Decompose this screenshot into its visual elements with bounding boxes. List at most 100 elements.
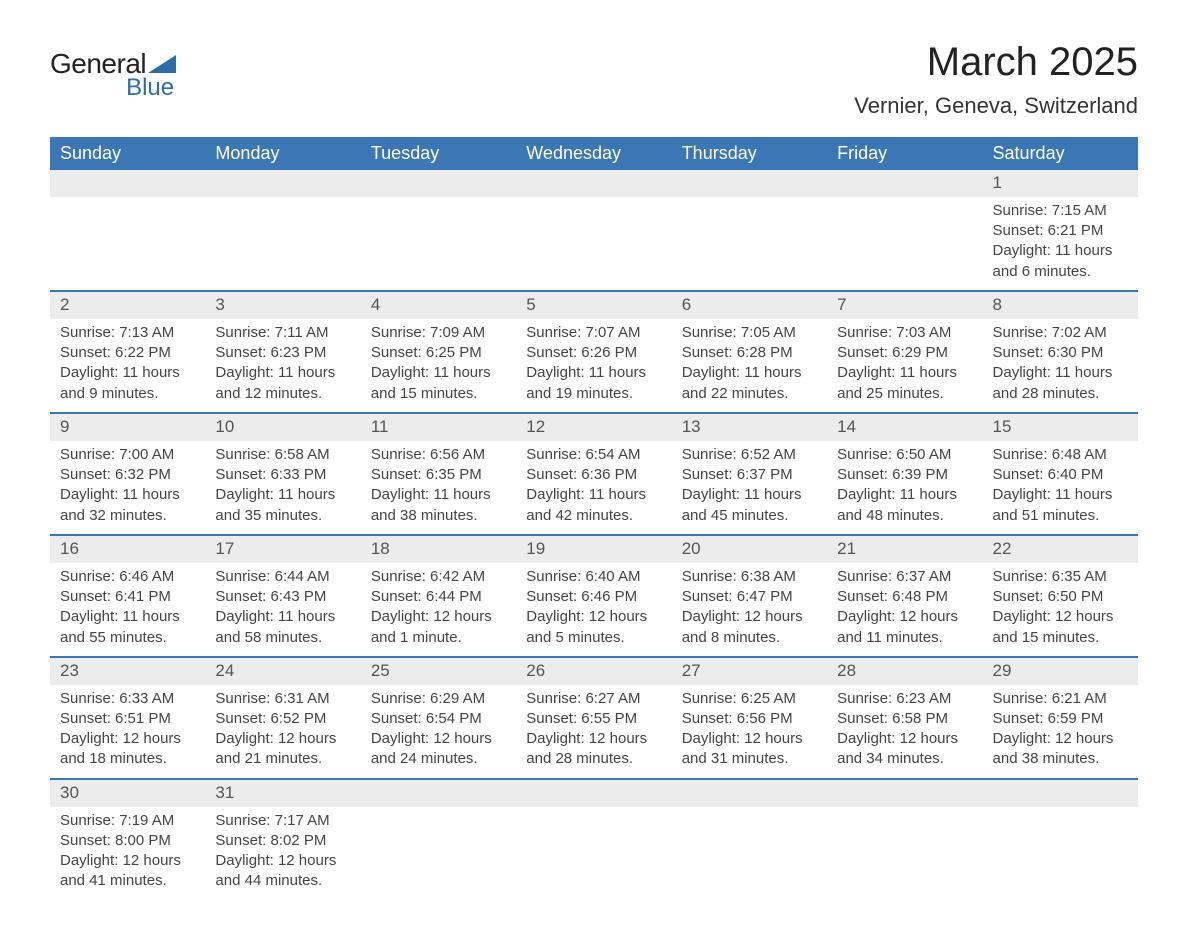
daylight-text: Daylight: 11 hours and 22 minutes. [682,363,817,404]
day-number [983,779,1138,807]
daylight-text: Daylight: 12 hours and 38 minutes. [993,729,1128,770]
day-number-row: 2345678 [50,291,1138,319]
sunset-text: Sunset: 6:58 PM [837,709,972,729]
sunrise-text: Sunrise: 6:38 AM [682,567,817,587]
day-number: 3 [205,291,360,319]
day-number-row: 16171819202122 [50,535,1138,563]
day-detail [827,807,982,900]
daylight-text: Daylight: 11 hours and 42 minutes. [526,485,661,526]
day-number: 29 [983,657,1138,685]
page-title: March 2025 [854,40,1138,85]
day-detail: Sunrise: 6:21 AMSunset: 6:59 PMDaylight:… [983,685,1138,779]
day-detail: Sunrise: 6:56 AMSunset: 6:35 PMDaylight:… [361,441,516,535]
day-detail [205,197,360,291]
day-number: 11 [361,413,516,441]
sunset-text: Sunset: 6:55 PM [526,709,661,729]
day-number: 9 [50,413,205,441]
daylight-text: Daylight: 12 hours and 24 minutes. [371,729,506,770]
day-detail [516,807,671,900]
daylight-text: Daylight: 12 hours and 41 minutes. [60,851,195,892]
daylight-text: Daylight: 11 hours and 35 minutes. [215,485,350,526]
sunset-text: Sunset: 6:32 PM [60,465,195,485]
sunset-text: Sunset: 6:47 PM [682,587,817,607]
sunset-text: Sunset: 6:43 PM [215,587,350,607]
sunrise-text: Sunrise: 6:29 AM [371,689,506,709]
day-number: 2 [50,291,205,319]
day-detail: Sunrise: 6:37 AMSunset: 6:48 PMDaylight:… [827,563,982,657]
daylight-text: Daylight: 11 hours and 32 minutes. [60,485,195,526]
day-detail: Sunrise: 7:11 AMSunset: 6:23 PMDaylight:… [205,319,360,413]
day-number [672,170,827,197]
day-number: 12 [516,413,671,441]
sunrise-text: Sunrise: 7:19 AM [60,811,195,831]
sunrise-text: Sunrise: 6:35 AM [993,567,1128,587]
day-number: 22 [983,535,1138,563]
daylight-text: Daylight: 11 hours and 15 minutes. [371,363,506,404]
day-detail [516,197,671,291]
daylight-text: Daylight: 11 hours and 9 minutes. [60,363,195,404]
sunrise-text: Sunrise: 6:27 AM [526,689,661,709]
day-number-row: 23242526272829 [50,657,1138,685]
header: General Blue March 2025 Vernier, Geneva,… [50,40,1138,119]
sunrise-text: Sunrise: 6:25 AM [682,689,817,709]
day-number: 14 [827,413,982,441]
day-detail: Sunrise: 7:09 AMSunset: 6:25 PMDaylight:… [361,319,516,413]
sunrise-text: Sunrise: 7:03 AM [837,323,972,343]
day-detail [672,807,827,900]
sunrise-text: Sunrise: 6:33 AM [60,689,195,709]
daylight-text: Daylight: 11 hours and 12 minutes. [215,363,350,404]
sunrise-text: Sunrise: 6:56 AM [371,445,506,465]
day-detail: Sunrise: 6:46 AMSunset: 6:41 PMDaylight:… [50,563,205,657]
location-subtitle: Vernier, Geneva, Switzerland [854,93,1138,119]
day-number [205,170,360,197]
sunset-text: Sunset: 6:51 PM [60,709,195,729]
day-number: 28 [827,657,982,685]
title-block: March 2025 Vernier, Geneva, Switzerland [854,40,1138,119]
day-detail: Sunrise: 6:58 AMSunset: 6:33 PMDaylight:… [205,441,360,535]
weekday-header: Saturday [983,137,1138,170]
day-detail: Sunrise: 7:13 AMSunset: 6:22 PMDaylight:… [50,319,205,413]
day-number: 5 [516,291,671,319]
day-number: 17 [205,535,360,563]
daylight-text: Daylight: 12 hours and 31 minutes. [682,729,817,770]
day-detail: Sunrise: 6:52 AMSunset: 6:37 PMDaylight:… [672,441,827,535]
day-detail: Sunrise: 7:02 AMSunset: 6:30 PMDaylight:… [983,319,1138,413]
sunset-text: Sunset: 6:23 PM [215,343,350,363]
sunset-text: Sunset: 6:41 PM [60,587,195,607]
sunset-text: Sunset: 6:28 PM [682,343,817,363]
daylight-text: Daylight: 12 hours and 21 minutes. [215,729,350,770]
day-number: 23 [50,657,205,685]
sunrise-text: Sunrise: 6:46 AM [60,567,195,587]
daylight-text: Daylight: 12 hours and 8 minutes. [682,607,817,648]
day-number: 13 [672,413,827,441]
daylight-text: Daylight: 11 hours and 25 minutes. [837,363,972,404]
day-detail: Sunrise: 7:05 AMSunset: 6:28 PMDaylight:… [672,319,827,413]
day-detail: Sunrise: 6:54 AMSunset: 6:36 PMDaylight:… [516,441,671,535]
day-number [827,779,982,807]
day-detail: Sunrise: 6:44 AMSunset: 6:43 PMDaylight:… [205,563,360,657]
daylight-text: Daylight: 11 hours and 19 minutes. [526,363,661,404]
day-number: 30 [50,779,205,807]
day-number: 27 [672,657,827,685]
day-number: 15 [983,413,1138,441]
day-number [50,170,205,197]
day-detail: Sunrise: 7:17 AMSunset: 8:02 PMDaylight:… [205,807,360,900]
logo-triangle-icon [148,55,176,73]
day-number: 4 [361,291,516,319]
day-number: 26 [516,657,671,685]
day-number: 7 [827,291,982,319]
sunset-text: Sunset: 6:22 PM [60,343,195,363]
sunrise-text: Sunrise: 7:02 AM [993,323,1128,343]
day-detail-row: Sunrise: 6:33 AMSunset: 6:51 PM Daylight:… [50,685,1138,779]
day-number: 18 [361,535,516,563]
sunrise-text: Sunrise: 7:11 AM [215,323,350,343]
day-number: 24 [205,657,360,685]
daylight-text: Daylight: 12 hours and 15 minutes. [993,607,1128,648]
weekday-header: Thursday [672,137,827,170]
day-detail: Sunrise: 7:03 AMSunset: 6:29 PMDaylight:… [827,319,982,413]
sunrise-text: Sunrise: 7:07 AM [526,323,661,343]
sunset-text: Sunset: 6:59 PM [993,709,1128,729]
weekday-header-row: Sunday Monday Tuesday Wednesday Thursday… [50,137,1138,170]
daylight-text: Daylight: 11 hours and 51 minutes. [993,485,1128,526]
logo-text-bottom: Blue [126,74,174,102]
